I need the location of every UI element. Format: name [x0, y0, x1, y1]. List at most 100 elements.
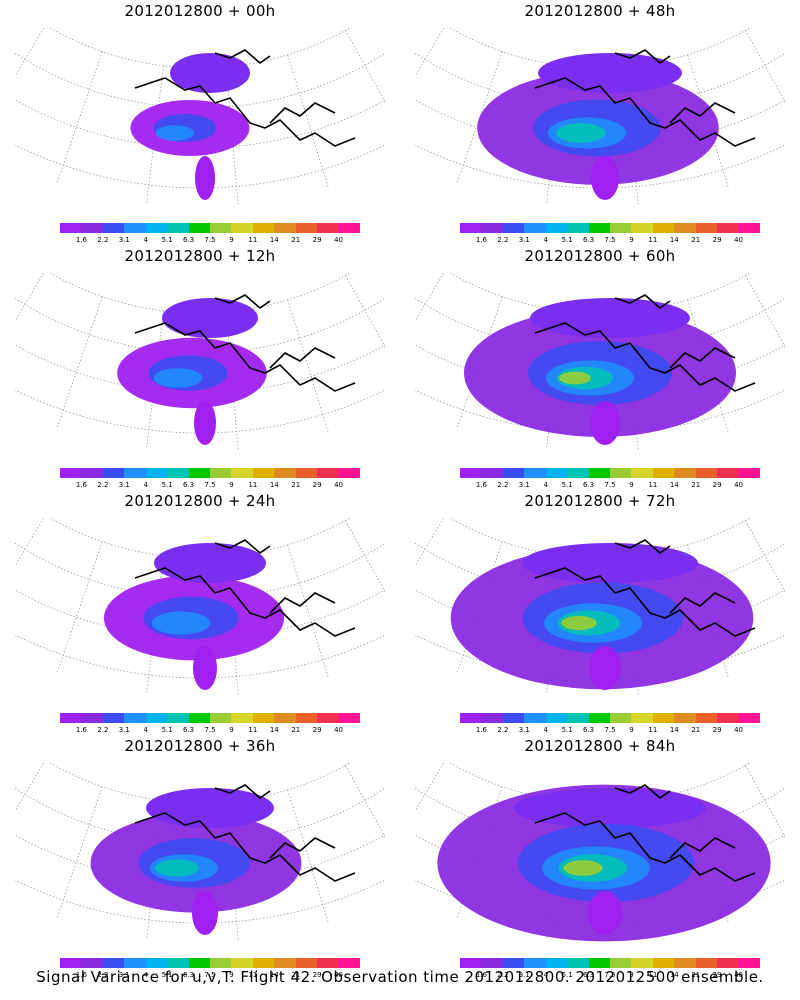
colorbar-label: 9	[629, 726, 634, 734]
colorbar	[60, 468, 360, 478]
colorbar-swatch	[524, 468, 546, 478]
colorbar-swatch	[60, 958, 82, 968]
colorbar-swatch	[338, 468, 360, 478]
colorbar-label: 21	[291, 971, 301, 979]
colorbar-label: 40	[334, 971, 344, 979]
coastline	[534, 294, 756, 392]
colorbar-swatch	[188, 958, 210, 968]
colorbar-label: 2.2	[97, 236, 109, 244]
colorbar-label: 7.5	[204, 971, 216, 979]
colorbar-swatch	[209, 958, 232, 968]
panel-title: 2012012800 + 60h	[524, 247, 676, 265]
colorbar-swatch	[502, 468, 525, 478]
colorbar-label: 1.6	[475, 726, 487, 734]
forecast-panel: 2012012800 + 60h 1.6 2.2 3.1 4 5.1 6.3 7.5 9 11 14…	[179, 0, 800, 490]
colorbar-swatch	[81, 958, 103, 968]
colorbar-swatch	[188, 223, 210, 233]
colorbar-label: 6.3	[182, 236, 195, 244]
forecast-panel: 2012012800 + 12h 1.6 2.2 3.1 4 5.1 6.3 7.5 9 11 14…	[0, 0, 621, 490]
colorbar-label: 11	[248, 236, 258, 244]
colorbar-label: 1.6	[475, 481, 487, 489]
colorbar-labels: 1.6 2.2 3.1 4 5.1 6.3 7.5 9 11 14 21 29 40	[52, 236, 352, 246]
colorbar-swatch	[460, 468, 482, 478]
colorbar-label: 3.1	[118, 971, 130, 979]
colorbar-label: 7.5	[204, 236, 216, 244]
colorbar-swatch	[124, 223, 146, 233]
colorbar-swatch	[609, 468, 632, 478]
panel-title: 2012012800 + 36h	[124, 737, 276, 755]
colorbar-label: 9	[629, 971, 634, 979]
colorbar-swatch	[81, 223, 103, 233]
colorbar-swatch	[502, 713, 525, 723]
colorbar-label: 40	[334, 236, 344, 244]
colorbar-swatch	[145, 713, 168, 723]
colorbar-swatch	[481, 468, 503, 478]
colorbar-label: 1.6	[75, 726, 87, 734]
colorbar-swatch	[145, 223, 168, 233]
colorbar-label: 5.1	[561, 481, 573, 489]
colorbar-swatch	[167, 468, 189, 478]
colorbar-swatch	[167, 958, 189, 968]
colorbar-label: 7.5	[604, 726, 616, 734]
polar-map	[0, 0, 621, 452]
colorbar-swatch	[231, 958, 253, 968]
colorbar-swatch	[695, 468, 718, 478]
colorbar-label: 5.1	[561, 236, 573, 244]
colorbar-swatch	[738, 958, 760, 968]
colorbar-label: 9	[229, 971, 234, 979]
colorbar-swatch	[481, 223, 503, 233]
panel-title: 2012012800 + 12h	[124, 247, 276, 265]
colorbar-labels: 1.6 2.2 3.1 4 5.1 6.3 7.5 9 11 14 21 29 40	[452, 726, 752, 736]
colorbar-swatch	[588, 223, 610, 233]
colorbar-label: 3.1	[118, 481, 130, 489]
colorbar-label: 5.1	[561, 726, 573, 734]
colorbar-label: 40	[334, 726, 344, 734]
colorbar-label: 6.3	[582, 726, 595, 734]
colorbar-label: 40	[734, 481, 744, 489]
colorbar-label: 14	[269, 481, 279, 489]
colorbar-swatch	[717, 958, 739, 968]
variance-field	[450, 543, 754, 690]
colorbar-swatch	[124, 713, 146, 723]
colorbar-swatch	[674, 713, 696, 723]
colorbar-swatch	[60, 468, 82, 478]
colorbar-label: 29	[712, 971, 722, 979]
colorbar	[60, 958, 360, 968]
variance-field	[103, 543, 285, 690]
variance-field	[477, 53, 719, 200]
colorbar-label: 14	[669, 971, 679, 979]
colorbar-label: 14	[269, 236, 279, 244]
colorbar-swatch	[588, 468, 610, 478]
colorbar-swatch	[102, 713, 125, 723]
colorbar-swatch	[567, 713, 589, 723]
variance-field	[130, 53, 250, 200]
colorbar-swatch	[317, 713, 339, 723]
colorbar-swatch	[167, 713, 189, 723]
colorbar-swatch	[188, 713, 210, 723]
colorbar-swatch	[674, 223, 696, 233]
colorbar-swatch	[295, 468, 318, 478]
forecast-panel: 2012012800 + 36h 1.6 2.2 3.1 4 5.1 6.3 7.5 9 11 14…	[0, 82, 621, 980]
colorbar-label: 29	[712, 236, 722, 244]
colorbar-swatch	[60, 223, 82, 233]
colorbar-label: 14	[269, 726, 279, 734]
colorbar-label: 3.1	[118, 726, 130, 734]
colorbar	[460, 958, 760, 968]
colorbar-label: 14	[669, 481, 679, 489]
colorbar-label: 1.6	[475, 971, 487, 979]
colorbar-label: 2.2	[497, 236, 509, 244]
colorbar-swatch	[102, 223, 125, 233]
colorbar-label: 11	[248, 971, 258, 979]
panel-title: 2012012800 + 84h	[524, 737, 676, 755]
colorbar-label: 2.2	[97, 481, 109, 489]
colorbar-label: 21	[691, 481, 701, 489]
colorbar-label: 4	[143, 971, 148, 979]
colorbar-label: 14	[269, 971, 279, 979]
colorbar-label: 5.1	[561, 971, 573, 979]
colorbar-label: 9	[229, 726, 234, 734]
map-container	[0, 0, 552, 208]
colorbar-swatch	[274, 223, 296, 233]
polar-map	[0, 0, 552, 207]
colorbar-swatch	[674, 468, 696, 478]
colorbar-swatch	[717, 468, 739, 478]
